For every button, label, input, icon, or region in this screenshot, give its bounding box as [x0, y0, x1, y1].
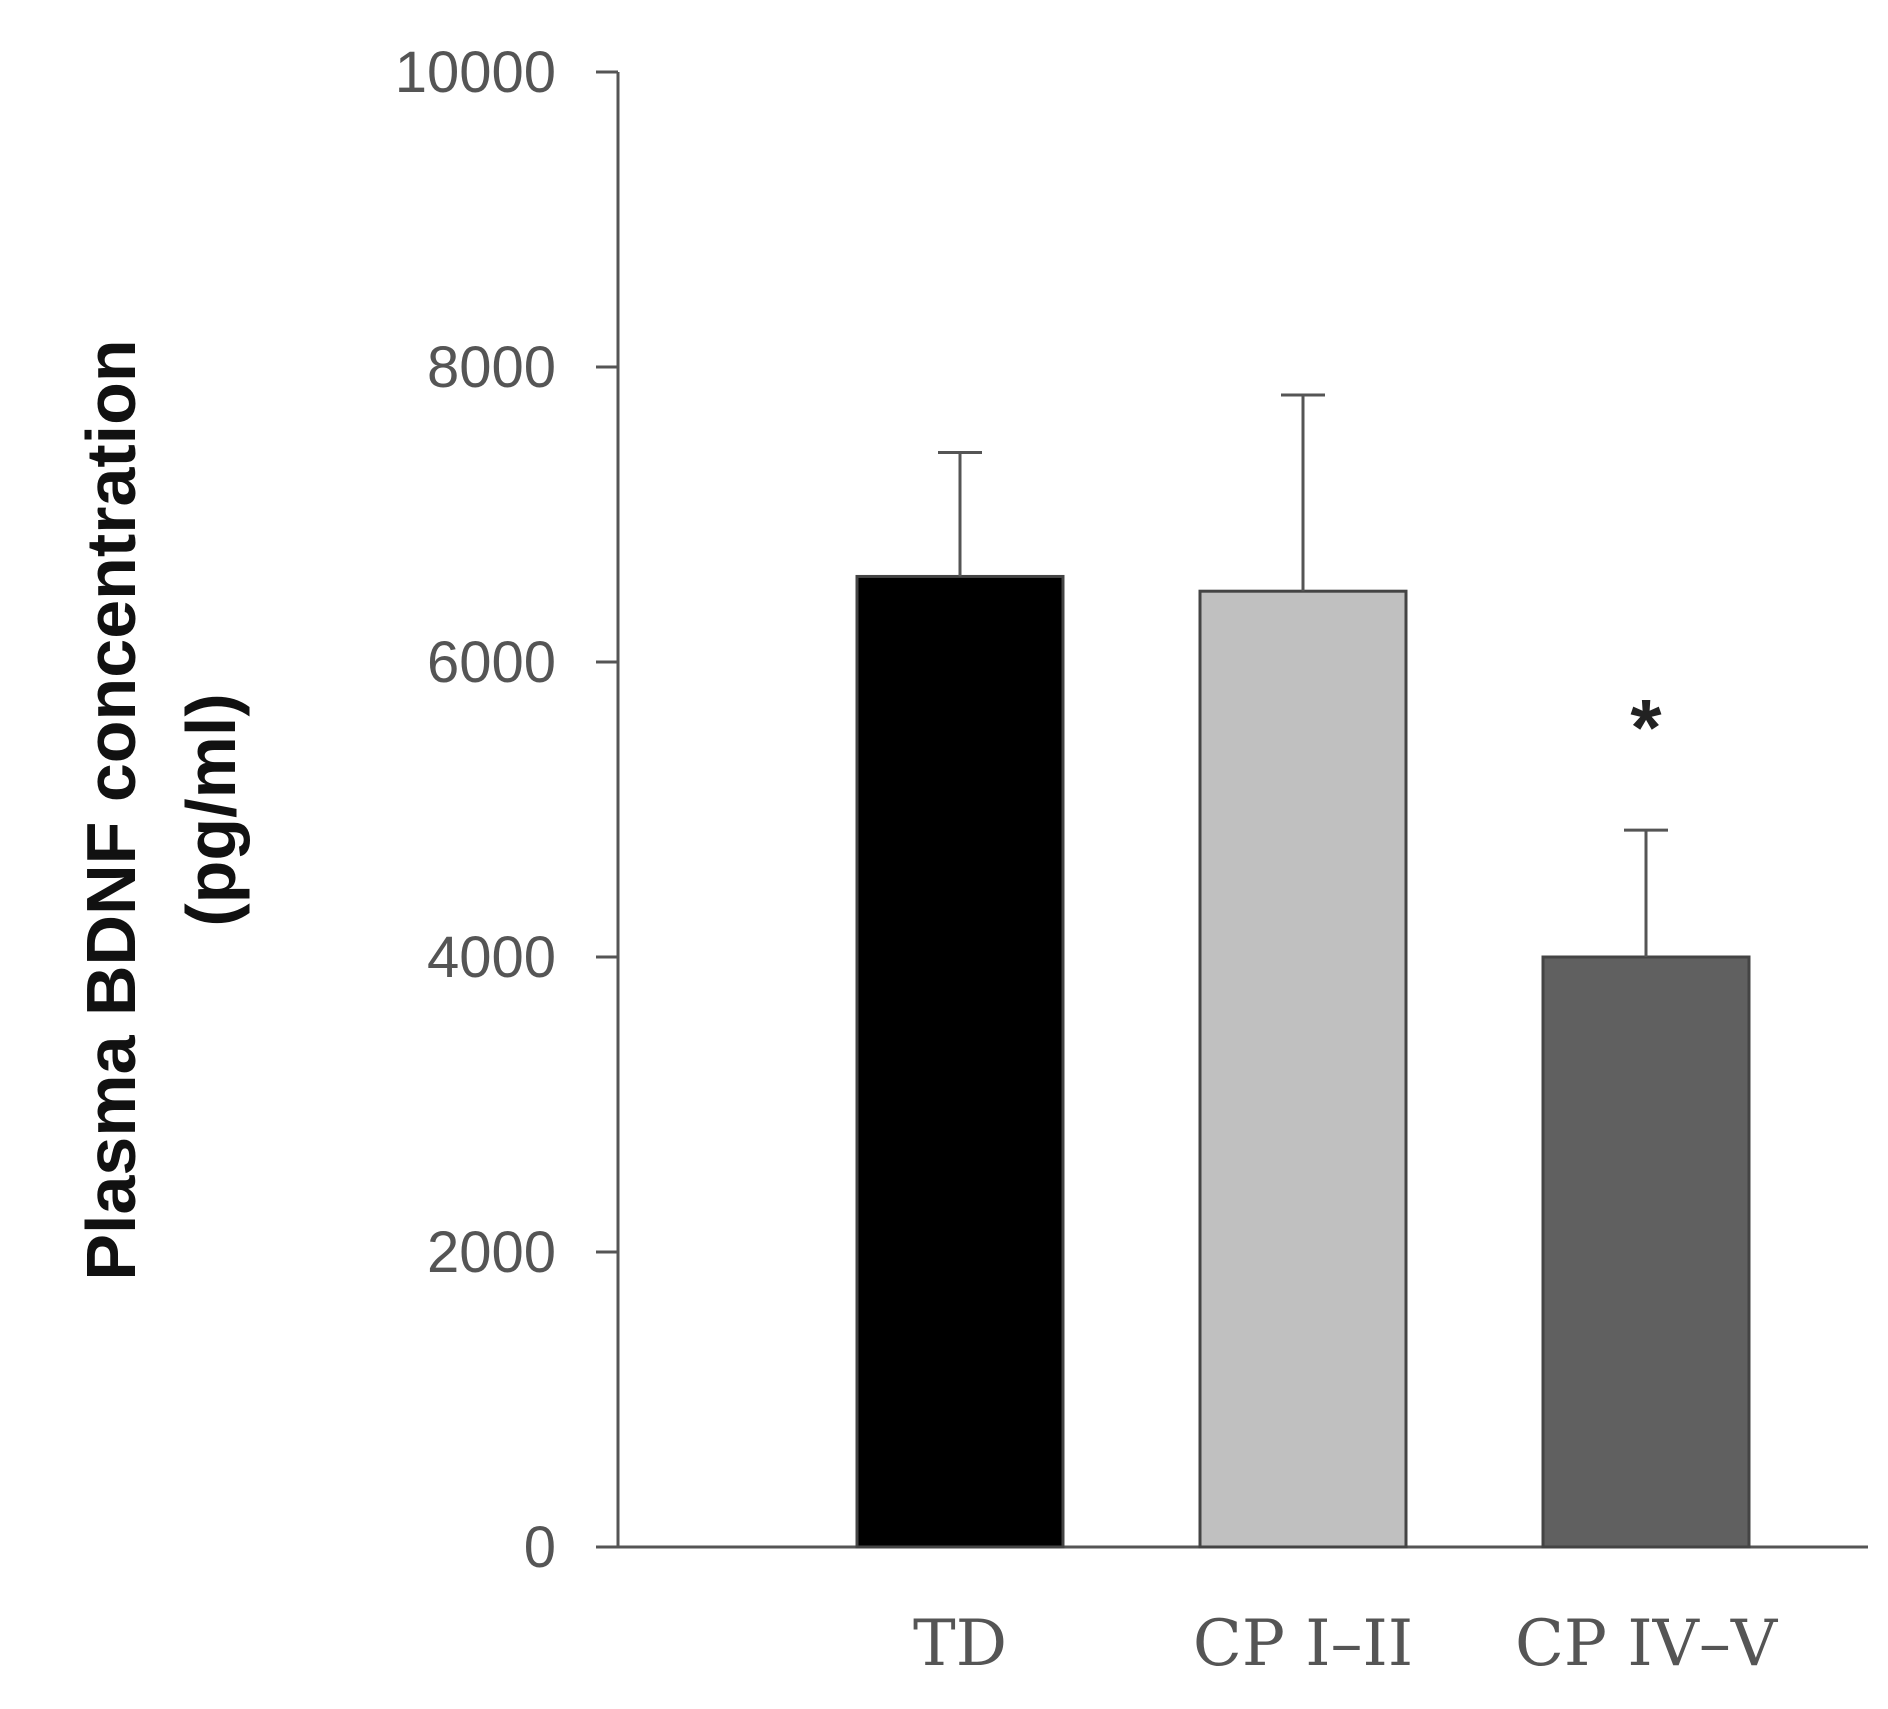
category-label-2: CP I–II [1193, 1607, 1413, 1681]
y-axis-title-line1: Plasma BDNF concentration [72, 339, 150, 1280]
bars [855, 574, 1751, 1549]
y-tick-label: 0 [524, 1515, 556, 1580]
bar-2 [1198, 589, 1408, 1549]
bar-3 [1541, 955, 1751, 1549]
category-labels: TD CP I–II CP IV–V [913, 1607, 1779, 1681]
y-tick-label: 10000 [395, 40, 556, 105]
significance-marker: * [1630, 683, 1662, 772]
category-label-1: TD [913, 1607, 1007, 1681]
annotations: * [1630, 683, 1662, 772]
y-axis: 0 2000 4000 6000 8000 10000 [395, 40, 620, 1580]
y-tick-label: 6000 [427, 630, 556, 695]
error-bars [938, 393, 1668, 957]
y-tick-label: 8000 [427, 335, 556, 400]
y-axis-title-line2: (pg/ml) [172, 693, 250, 926]
y-tick-label: 4000 [427, 925, 556, 990]
bar-1 [855, 574, 1065, 1549]
y-tick-label: 2000 [427, 1220, 556, 1285]
y-axis-title: Plasma BDNF concentration (pg/ml) [72, 339, 250, 1280]
category-label-3: CP IV–V [1515, 1607, 1779, 1681]
